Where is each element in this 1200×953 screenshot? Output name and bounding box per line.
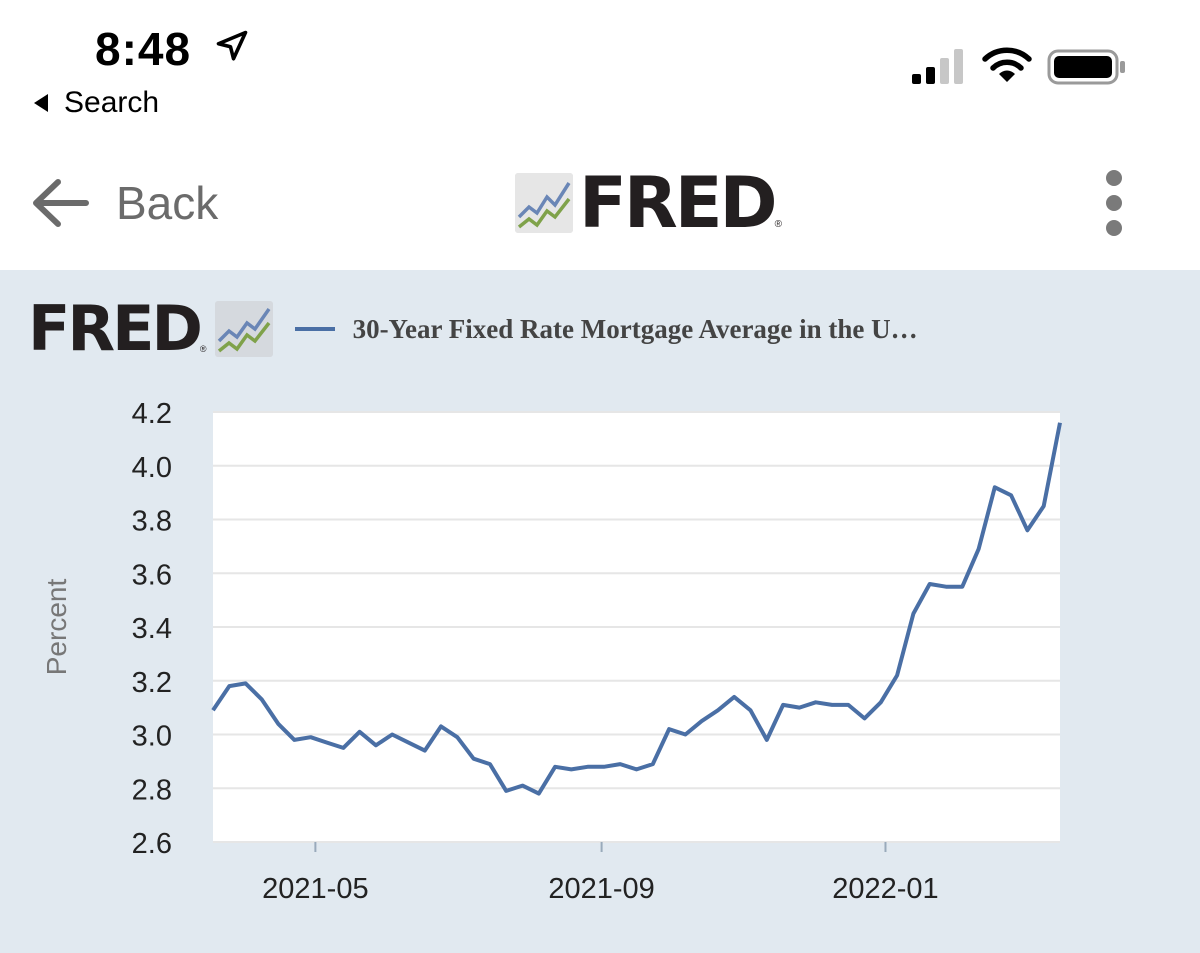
navigation-bar: Back FRED ®: [0, 140, 1200, 268]
chart-panel: FRED ® 30-Year Fixed Rate Mortgage Avera…: [0, 270, 1200, 953]
y-tick-label: 4.2: [132, 398, 172, 430]
location-arrow-icon: [216, 30, 248, 61]
registered-mark: ®: [774, 219, 783, 230]
x-tick-label: 2021-09: [548, 873, 654, 905]
y-tick-label: 3.8: [132, 506, 172, 538]
back-to-search-label: Search: [64, 86, 160, 119]
legend-line-swatch: [294, 327, 335, 331]
wifi-icon: [982, 47, 1032, 82]
y-tick-label: 2.8: [132, 774, 172, 806]
chart-header: FRED ® 30-Year Fixed Rate Mortgage Avera…: [28, 298, 918, 360]
fred-logo-text: FRED: [579, 162, 778, 244]
line-chart[interactable]: 4.2 4.0 3.8 3.6 3.4 3.2 3.0 2.8 2.6 2021-05 2021-0…: [0, 270, 1200, 953]
y-tick-label: 3.4: [132, 613, 172, 645]
status-time: 8:48: [95, 23, 192, 75]
back-triangle-icon: [34, 94, 48, 112]
back-to-search-link[interactable]: Search: [34, 86, 159, 120]
series-title[interactable]: 30-Year Fixed Rate Mortgage Average in t…: [352, 313, 918, 344]
fred-logo-text: FRED: [28, 292, 203, 365]
more-vertical-icon[interactable]: [1100, 170, 1128, 242]
fred-chart-logo-icon: [214, 301, 273, 357]
y-tick-label: 2.6: [132, 828, 172, 860]
y-tick-label: 3.6: [132, 559, 172, 591]
fred-chart-logo-icon: [515, 173, 573, 233]
y-tick-label: 4.0: [132, 452, 172, 484]
cellular-signal-icon: [912, 49, 963, 84]
x-tick-label: 2022-01: [832, 873, 938, 905]
battery-icon: [1047, 49, 1125, 85]
registered-mark: ®: [199, 344, 207, 354]
y-tick-label: 3.2: [132, 667, 172, 699]
series-line: [211, 422, 1062, 796]
back-button[interactable]: Back: [30, 176, 218, 230]
y-tick-label: 3.0: [132, 721, 172, 753]
x-tick-label: 2021-05: [262, 873, 368, 905]
status-bar: 8:48 Search: [0, 0, 1200, 130]
y-axis-label: Percent: [41, 579, 72, 676]
back-label: Back: [116, 177, 219, 229]
arrow-left-icon: [33, 179, 89, 227]
fred-logo: FRED ®: [515, 168, 782, 238]
